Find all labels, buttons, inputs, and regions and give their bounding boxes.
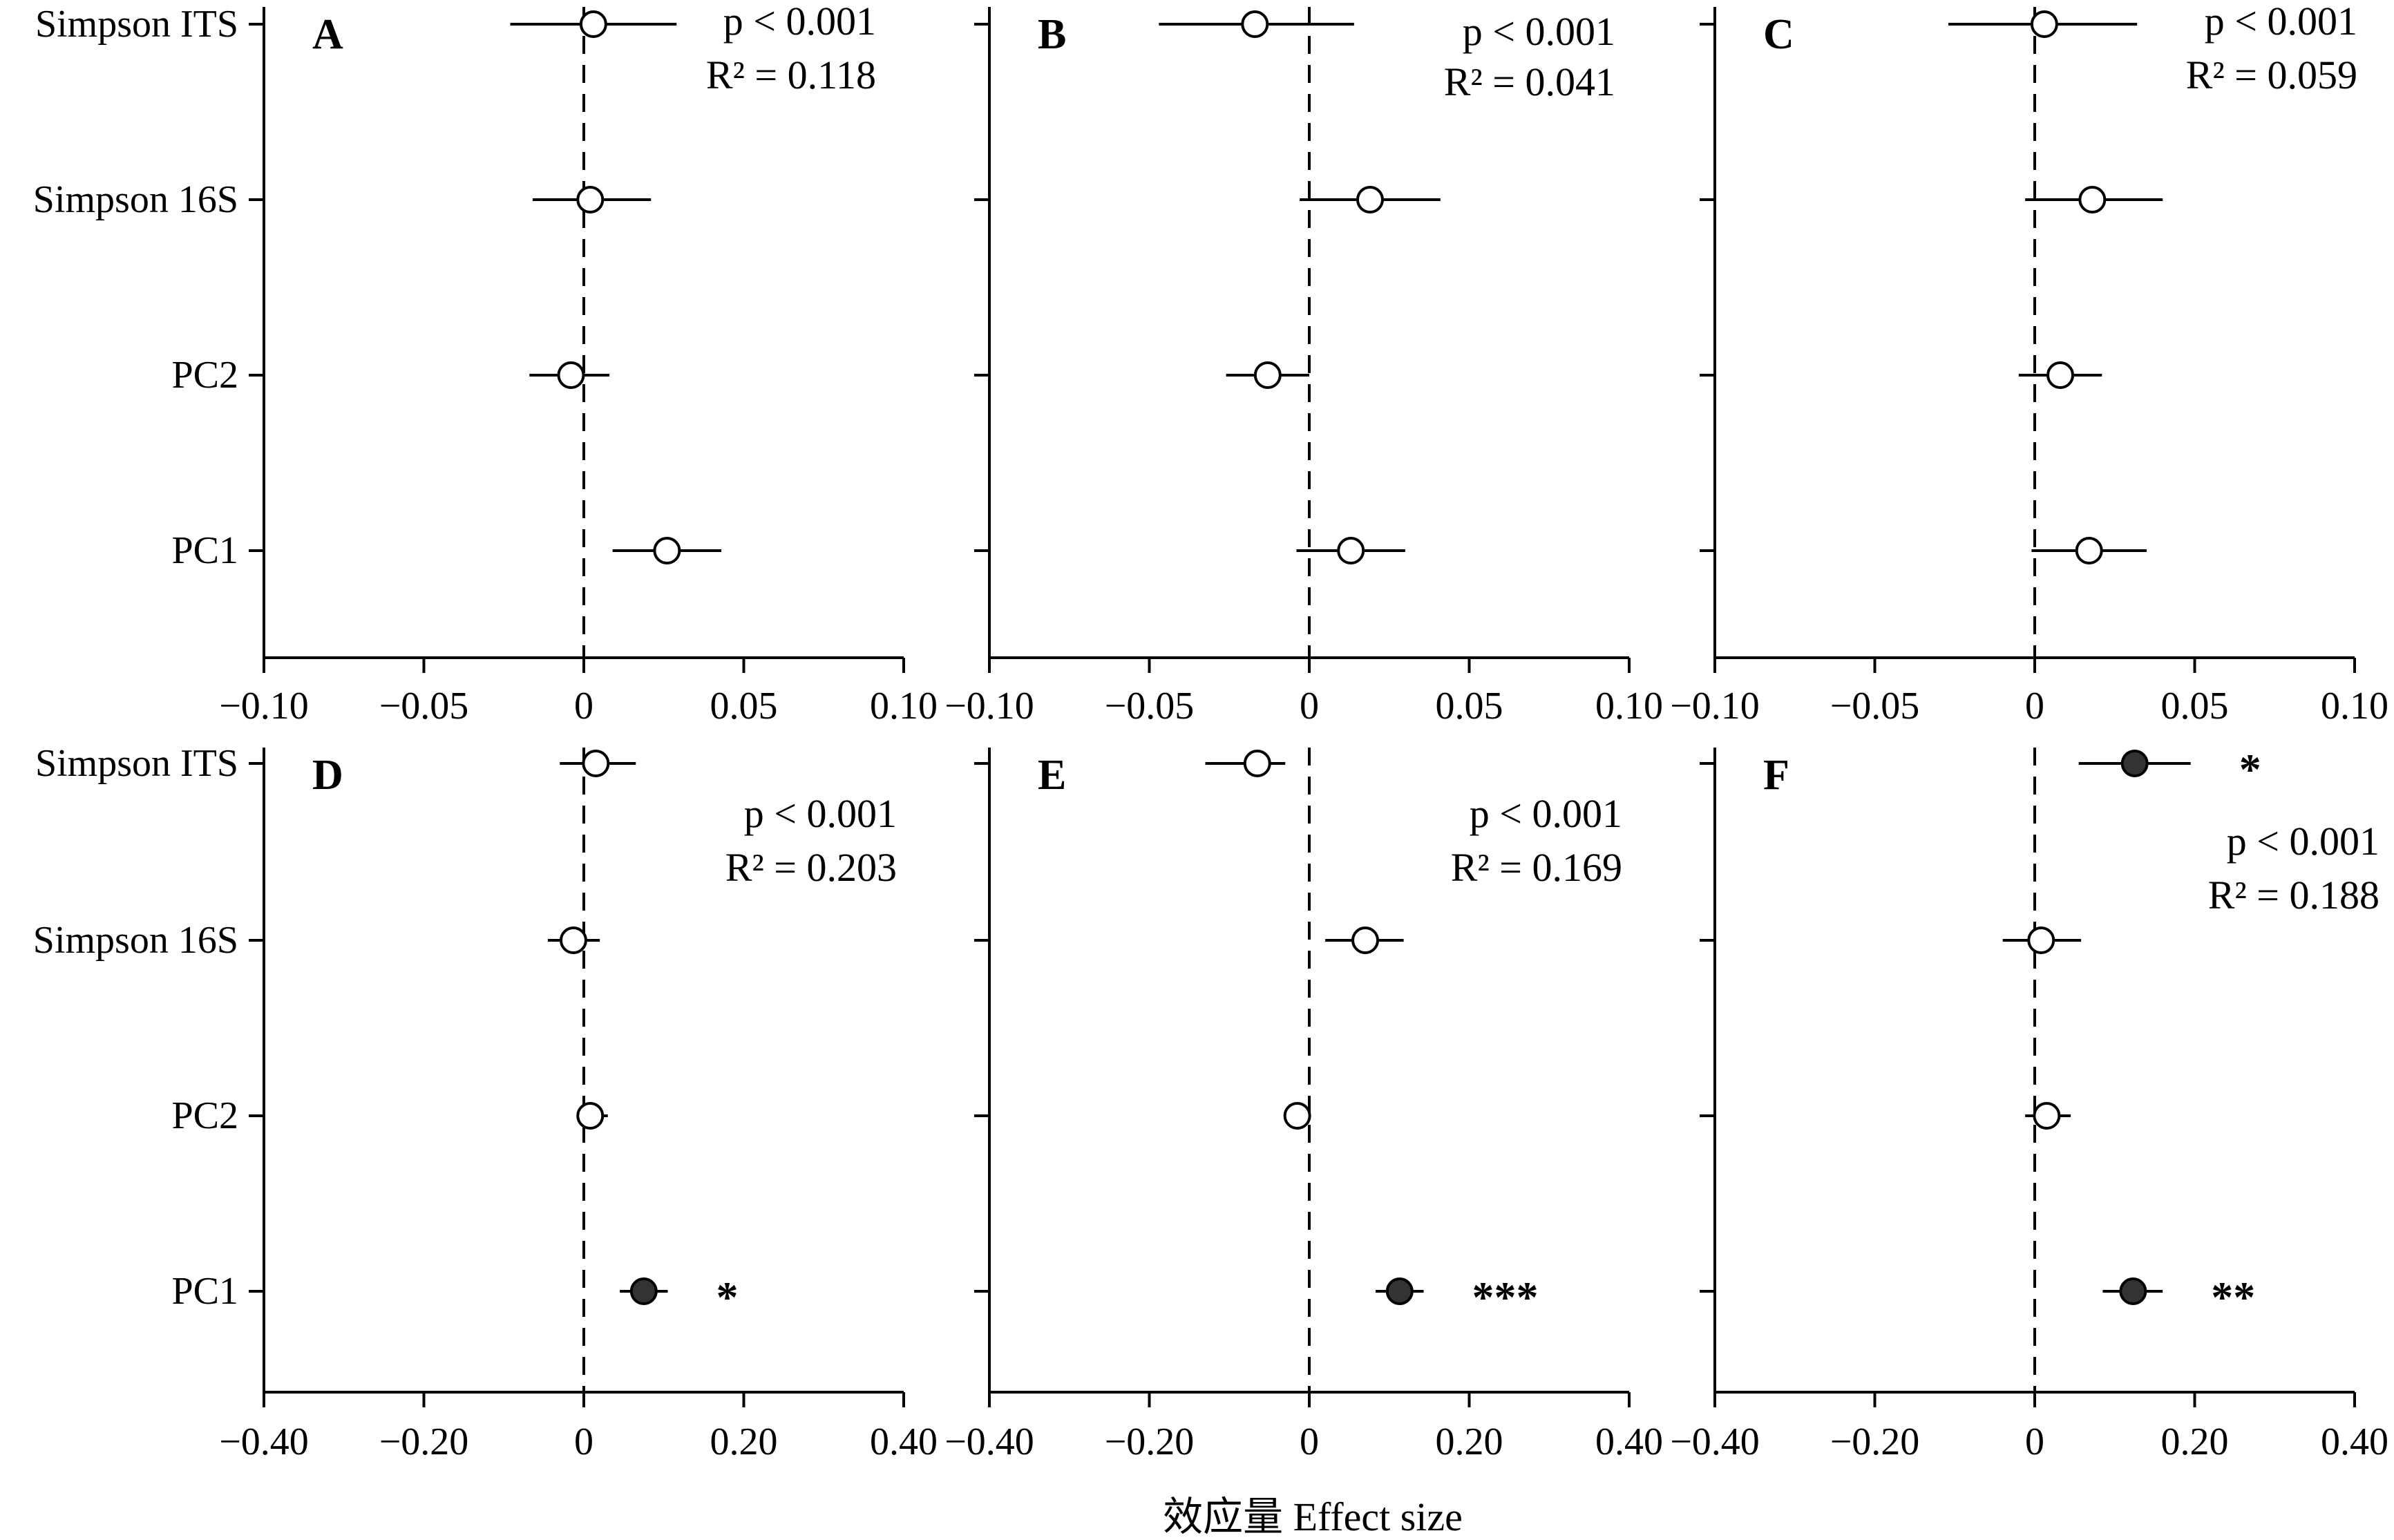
estimate-point — [559, 926, 587, 954]
p-value-label: p < 0.001 — [1463, 9, 1615, 54]
estimate-point — [2046, 361, 2075, 389]
estimate-point — [579, 10, 607, 38]
y-tick-label: PC2 — [172, 1094, 239, 1137]
x-tick-label: −0.40 — [1670, 1420, 1760, 1463]
x-tick-label: 0.05 — [2161, 685, 2229, 728]
x-tick-label: 0 — [1300, 685, 1319, 728]
x-tick-label: −0.05 — [1830, 685, 1920, 728]
estimate-point — [653, 537, 681, 564]
panel-b: −0.10 −0.05 0 0.05 0.10 B p < 0.001 R² = 0.041 — [944, 7, 1663, 728]
panel-letter: E — [1038, 752, 1066, 799]
estimate-point — [582, 750, 610, 777]
r-squared-label: R² = 0.059 — [2186, 53, 2357, 97]
x-tick-label: 0.20 — [710, 1420, 778, 1463]
x-tick-label: 0 — [1300, 1420, 1319, 1463]
panel-c: −0.10 −0.05 0 0.05 0.10 C p < 0.001 R² = 0.059 — [1670, 0, 2388, 728]
panel-e: −0.40 −0.20 0 0.20 0.40 *** Ep < 0.001 R² = 0.1… — [944, 748, 1663, 1463]
x-tick-label: −0.20 — [1830, 1420, 1920, 1463]
estimate-point — [2120, 750, 2149, 777]
x-tick-label: 0 — [574, 1420, 593, 1463]
x-tick-label: −0.10 — [219, 685, 309, 728]
estimate-point — [576, 1102, 605, 1130]
x-tick-label: 0 — [2025, 685, 2044, 728]
p-value-label: p < 0.001 — [2205, 0, 2357, 44]
x-tick-label: 0.10 — [2321, 685, 2388, 728]
y-tick-label: Simpson ITS — [35, 3, 238, 46]
estimate-point — [1351, 926, 1380, 954]
significance-label: * — [2239, 745, 2261, 794]
panel-letter: B — [1038, 11, 1066, 58]
x-tick-label: 0.20 — [2161, 1420, 2229, 1463]
x-tick-label: 0.40 — [1595, 1420, 1663, 1463]
y-tick-label: PC1 — [172, 529, 239, 572]
estimate-point — [1356, 186, 1384, 213]
y-tick-label: Simpson ITS — [35, 742, 238, 785]
panel-letter: D — [312, 752, 343, 799]
x-axis-title: 效应量 Effect size — [1163, 1494, 1463, 1539]
estimate-point — [2119, 1277, 2147, 1305]
x-tick-label: 0.10 — [870, 685, 938, 728]
estimate-point — [1243, 750, 1271, 777]
estimate-point — [1337, 537, 1365, 564]
panel-d: −0.40 −0.20 0 0.20 0.40 Simpson ITS Simpson 16… — [33, 742, 938, 1463]
estimate-point — [1241, 10, 1269, 38]
x-tick-label: −0.05 — [1105, 685, 1195, 728]
x-tick-label: 0.10 — [1595, 685, 1663, 728]
p-value-label: p < 0.001 — [723, 0, 876, 44]
x-tick-label: 0.40 — [2321, 1420, 2388, 1463]
significance-label: *** — [1472, 1273, 1539, 1322]
estimate-point — [576, 186, 605, 213]
r-squared-label: R² = 0.188 — [2208, 873, 2379, 918]
x-tick-label: 0 — [2025, 1420, 2044, 1463]
estimate-point — [2027, 926, 2055, 954]
x-tick-label: −0.20 — [379, 1420, 469, 1463]
r-squared-label: R² = 0.203 — [725, 845, 897, 890]
estimate-point — [1283, 1102, 1311, 1130]
r-squared-label: R² = 0.169 — [1451, 845, 1622, 890]
panel-a: −0.10 −0.05 0 0.05 0.10 Simpson ITS Simpson 16… — [33, 0, 938, 728]
estimate-point — [629, 1277, 658, 1305]
y-tick-label: Simpson 16S — [33, 919, 238, 962]
estimate-point — [1385, 1277, 1414, 1305]
p-value-label: p < 0.001 — [744, 791, 897, 836]
x-tick-label: −0.40 — [944, 1420, 1034, 1463]
x-tick-label: 0.40 — [870, 1420, 938, 1463]
x-tick-label: −0.10 — [1670, 685, 1760, 728]
significance-label: ** — [2211, 1273, 2255, 1322]
panel-letter: F — [1763, 752, 1789, 799]
panel-letter: A — [312, 11, 343, 58]
p-value-label: p < 0.001 — [2227, 819, 2379, 864]
y-tick-label: Simpson 16S — [33, 178, 238, 221]
x-tick-label: 0.05 — [710, 685, 778, 728]
y-tick-label: PC1 — [172, 1270, 239, 1313]
x-tick-label: −0.10 — [944, 685, 1034, 728]
estimate-point — [2078, 186, 2107, 213]
panel-letter: C — [1763, 11, 1794, 58]
x-tick-label: −0.40 — [219, 1420, 309, 1463]
p-value-label: p < 0.001 — [1470, 791, 1622, 836]
y-tick-label: PC2 — [172, 354, 239, 397]
estimate-point — [2075, 537, 2103, 564]
x-tick-label: −0.20 — [1105, 1420, 1195, 1463]
x-tick-label: 0.05 — [1436, 685, 1503, 728]
x-tick-label: 0.20 — [1436, 1420, 1503, 1463]
r-squared-label: R² = 0.041 — [1444, 59, 1615, 104]
x-tick-label: −0.05 — [379, 685, 469, 728]
estimate-point — [1253, 361, 1282, 389]
x-tick-label: 0 — [574, 685, 593, 728]
estimate-point — [2030, 10, 2058, 38]
estimate-point — [2033, 1102, 2061, 1130]
significance-label: * — [716, 1273, 739, 1322]
estimate-point — [557, 361, 585, 389]
r-squared-label: R² = 0.118 — [706, 53, 876, 97]
